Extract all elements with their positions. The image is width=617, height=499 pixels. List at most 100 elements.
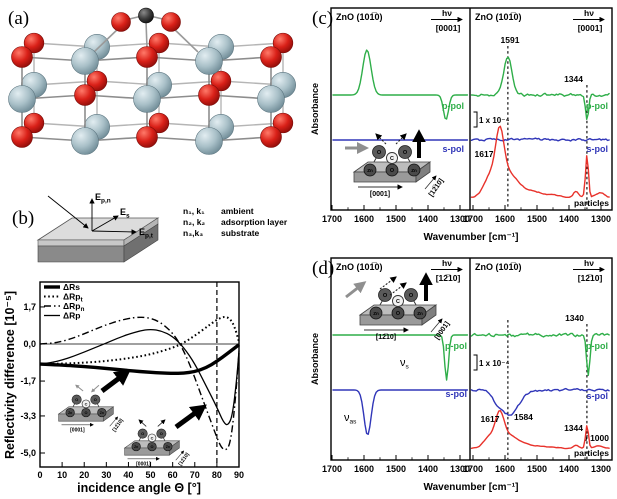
- zn-atom: [97, 407, 107, 418]
- d-left-p-pol-label: p-pol: [445, 341, 467, 351]
- pointer-arrow-1: [100, 369, 131, 393]
- o-atom: [11, 126, 33, 148]
- direction1-label: [0001]: [70, 427, 85, 433]
- slab-side-face: [415, 161, 431, 183]
- legend-delta-rpt: ΔRpt: [63, 292, 83, 304]
- direction2-arrow: [109, 416, 119, 427]
- o-atom: [148, 32, 170, 54]
- atom-label: O: [94, 397, 97, 402]
- x-tick-label: 30: [101, 470, 111, 480]
- atom-label: C: [396, 299, 400, 305]
- adsorption-geometry-inset-1: Zn O ZnO OC[0001] [12̅10]: [57, 384, 125, 433]
- panel-d-label: (d): [312, 258, 334, 279]
- d-annotation-1584: 1584: [514, 412, 533, 422]
- o-atom: [11, 46, 33, 68]
- d-right-s-pol-label: s-pol: [587, 391, 609, 401]
- x-axis-label: incidence angle Θ [°]: [77, 481, 201, 495]
- wavenumber-tick-label: 1500: [386, 214, 406, 224]
- adsorbate-o-atom: [111, 12, 131, 32]
- adsorption-layer-front: [37, 239, 125, 247]
- o-atom: [136, 46, 158, 68]
- x-tick-label: 60: [168, 470, 178, 480]
- atom-label: O: [396, 311, 400, 317]
- c-scale-bar-label: 1 x 10⁻⁴: [479, 116, 509, 125]
- pointer-arrow-2: [174, 404, 207, 430]
- direction2-label: [12̅10]: [427, 177, 445, 198]
- d-left-direction-label: [12̅10]: [436, 273, 461, 283]
- atom-label: O: [141, 431, 144, 436]
- zn-atom: [363, 163, 377, 177]
- d-annotation-1344: 1344: [564, 423, 583, 433]
- c-left-direction-label: [0001]: [436, 23, 461, 33]
- direction2-label: [12̅10]: [177, 451, 191, 467]
- x-tick-label: 40: [123, 470, 133, 480]
- d-left-s-pol-curve: [332, 389, 469, 435]
- d-scale-bar-label: 1 x 10⁻⁴: [479, 359, 509, 368]
- zn-atom: [163, 441, 173, 452]
- c-scale-bracket: [473, 111, 478, 128]
- x-tick-label: 0: [37, 470, 42, 480]
- scatter-arrow: [75, 384, 84, 392]
- layer2-symbol: n₂, k₂: [183, 217, 205, 227]
- direction1-label: [12̅10]: [376, 333, 396, 341]
- x-tick-label: 20: [79, 470, 89, 480]
- nu-as-mode-label: νas: [344, 412, 357, 426]
- direction2-arrow: [424, 175, 437, 190]
- adsorbate-o-atom: [161, 12, 181, 32]
- wavenumber-tick-label: 1600: [354, 214, 374, 224]
- slab-front-face: [359, 314, 423, 326]
- c-atom: [81, 399, 91, 409]
- c-left-s-pol-label: s-pol: [443, 144, 465, 154]
- c-left-p-pol-curve: [332, 49, 469, 120]
- zn-atom: [413, 306, 427, 320]
- d-left-hv-label: hν: [442, 258, 452, 268]
- o-atom: [71, 394, 82, 405]
- d-scale-bracket: [473, 354, 478, 371]
- adsorption-geometry-inset-2: Zn O ZnO OC[0001] [12̅10]: [123, 419, 191, 467]
- reflection-geometry-schematic: Ep,n Es Ep,t n₁, k₁ ambient n₂, k₂ adsor…: [36, 192, 288, 263]
- wavenumber-tick-label: 1500: [527, 214, 547, 224]
- direction1-label: [0001]: [370, 191, 390, 198]
- zn-atom: [133, 85, 161, 113]
- atom-label: Zn: [134, 445, 138, 449]
- zn-atom: [369, 306, 383, 320]
- layer2-name: adsorption layer: [221, 217, 288, 227]
- legend-delta-rpn: ΔRpn: [63, 301, 84, 313]
- d-right-s-pol-curve: [470, 387, 610, 416]
- e-pt-arrow: [91, 229, 137, 235]
- o-atom: [404, 288, 418, 302]
- plot-legend: ΔRs ΔRpt ΔRpn ΔRp: [44, 282, 84, 321]
- zn-atom: [257, 85, 285, 113]
- d-right-p-pol-curve: [470, 332, 610, 376]
- wavenumber-tick-label: 1600: [354, 464, 374, 474]
- o-atom: [385, 163, 399, 177]
- legend-delta-rp: ΔRp: [63, 311, 80, 321]
- panel-a-label: (a): [8, 8, 29, 29]
- c-particles-label: particles: [574, 198, 609, 208]
- d-right-hv-label: hν: [584, 258, 594, 268]
- layer1-symbol: n₁, k₁: [183, 206, 205, 216]
- legend-delta-rs: ΔRs: [63, 282, 80, 292]
- o-atom: [372, 145, 386, 159]
- slab-front-face: [124, 447, 170, 456]
- zn-atom: [131, 441, 141, 452]
- slab-side-face: [102, 406, 114, 422]
- o-atom: [398, 145, 412, 159]
- o-atom: [136, 126, 158, 148]
- layer3-symbol: n₃,k₃: [183, 228, 203, 238]
- atom-label: Zn: [367, 168, 373, 173]
- zn-atom: [65, 407, 75, 418]
- atom-label: O: [390, 168, 394, 174]
- scatter-arrow: [379, 276, 397, 290]
- y-tick-label: 1,7: [23, 302, 36, 312]
- delta-rpn-curve: [39, 316, 240, 451]
- d-right-p-pol-label: p-pol: [586, 341, 608, 351]
- c-atom: [392, 295, 404, 307]
- d-frame: [330, 257, 613, 461]
- c-x-axis-label: Wavenumber [cm⁻¹]: [424, 232, 519, 243]
- atom-label: Zn: [100, 411, 104, 415]
- atom-label: C: [390, 156, 394, 162]
- panel-b-label: (b): [12, 208, 34, 229]
